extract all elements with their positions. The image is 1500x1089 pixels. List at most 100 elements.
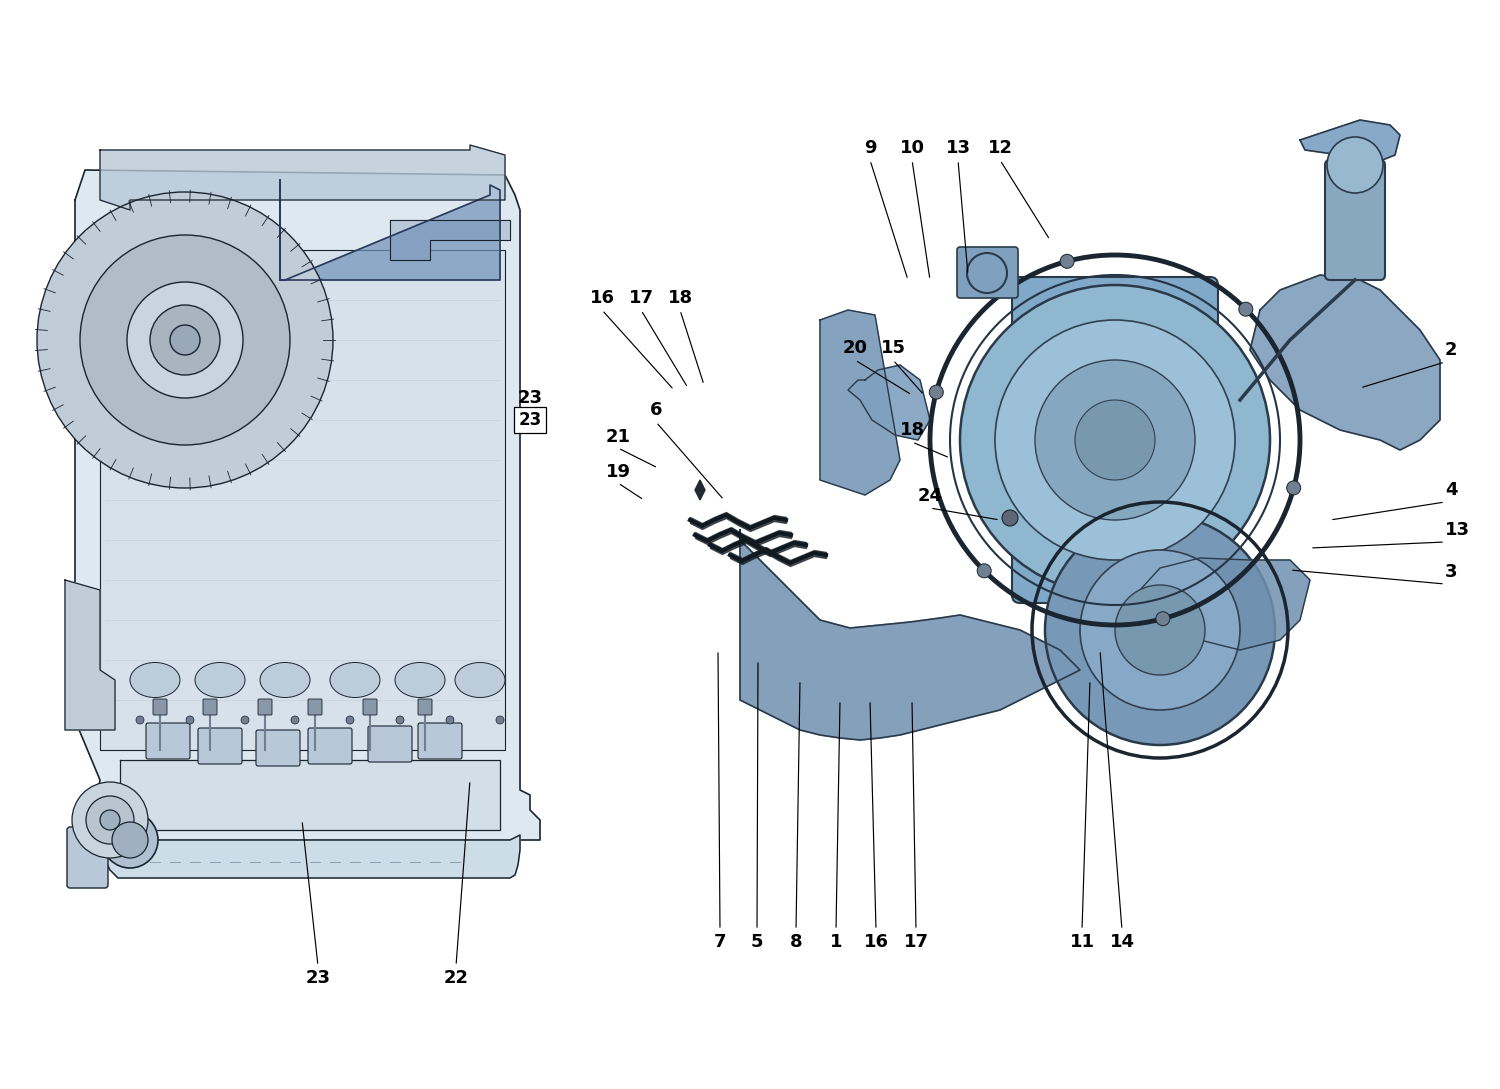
Text: 21: 21 bbox=[606, 428, 630, 446]
Text: 23: 23 bbox=[518, 389, 543, 407]
Circle shape bbox=[1002, 510, 1019, 526]
Polygon shape bbox=[120, 760, 500, 830]
Text: 17: 17 bbox=[903, 933, 928, 951]
Circle shape bbox=[994, 320, 1234, 560]
Text: 18: 18 bbox=[900, 421, 924, 439]
Circle shape bbox=[1239, 302, 1252, 316]
FancyBboxPatch shape bbox=[419, 699, 432, 715]
Polygon shape bbox=[821, 310, 900, 495]
Circle shape bbox=[496, 715, 504, 724]
Circle shape bbox=[1035, 360, 1196, 521]
Polygon shape bbox=[390, 220, 510, 260]
Text: 18: 18 bbox=[668, 289, 693, 307]
FancyBboxPatch shape bbox=[198, 729, 242, 764]
Text: 9: 9 bbox=[864, 139, 876, 157]
Polygon shape bbox=[100, 250, 506, 750]
Polygon shape bbox=[694, 480, 705, 500]
Text: 23: 23 bbox=[306, 969, 330, 987]
FancyBboxPatch shape bbox=[153, 699, 166, 715]
Ellipse shape bbox=[454, 662, 506, 697]
Circle shape bbox=[930, 386, 944, 399]
Circle shape bbox=[86, 796, 134, 844]
FancyBboxPatch shape bbox=[68, 827, 108, 888]
Circle shape bbox=[1080, 550, 1240, 710]
Text: 10: 10 bbox=[900, 139, 924, 157]
Ellipse shape bbox=[260, 662, 310, 697]
Text: 6: 6 bbox=[650, 401, 663, 419]
FancyBboxPatch shape bbox=[308, 699, 322, 715]
Text: 12: 12 bbox=[987, 139, 1012, 157]
Circle shape bbox=[346, 715, 354, 724]
Text: 15: 15 bbox=[880, 339, 906, 357]
Polygon shape bbox=[75, 170, 540, 840]
FancyBboxPatch shape bbox=[256, 730, 300, 766]
Text: 1: 1 bbox=[830, 933, 843, 951]
Circle shape bbox=[128, 282, 243, 397]
FancyBboxPatch shape bbox=[308, 729, 352, 764]
FancyBboxPatch shape bbox=[1013, 277, 1218, 603]
Text: 8: 8 bbox=[789, 933, 802, 951]
Text: 13: 13 bbox=[1444, 521, 1470, 539]
Circle shape bbox=[1114, 585, 1204, 675]
Text: 4: 4 bbox=[1444, 481, 1458, 499]
Circle shape bbox=[102, 812, 158, 868]
Text: 17: 17 bbox=[628, 289, 654, 307]
FancyBboxPatch shape bbox=[957, 247, 1018, 298]
Polygon shape bbox=[1300, 120, 1400, 166]
FancyBboxPatch shape bbox=[258, 699, 272, 715]
Circle shape bbox=[976, 564, 992, 578]
Ellipse shape bbox=[130, 662, 180, 697]
Text: 11: 11 bbox=[1070, 933, 1095, 951]
Ellipse shape bbox=[394, 662, 445, 697]
Circle shape bbox=[1060, 255, 1074, 268]
Polygon shape bbox=[847, 365, 930, 440]
Circle shape bbox=[38, 192, 333, 488]
Circle shape bbox=[446, 715, 454, 724]
FancyBboxPatch shape bbox=[368, 726, 413, 762]
Circle shape bbox=[186, 715, 194, 724]
Polygon shape bbox=[100, 145, 506, 210]
Text: 14: 14 bbox=[1110, 933, 1134, 951]
Text: 16: 16 bbox=[864, 933, 888, 951]
Circle shape bbox=[100, 810, 120, 830]
Ellipse shape bbox=[330, 662, 380, 697]
FancyBboxPatch shape bbox=[419, 723, 462, 759]
Circle shape bbox=[150, 305, 220, 375]
FancyBboxPatch shape bbox=[363, 699, 376, 715]
Circle shape bbox=[960, 285, 1270, 595]
Text: 3: 3 bbox=[1444, 563, 1458, 582]
Circle shape bbox=[396, 715, 404, 724]
Polygon shape bbox=[1250, 276, 1440, 450]
Circle shape bbox=[1156, 612, 1170, 626]
Circle shape bbox=[136, 715, 144, 724]
Text: 7: 7 bbox=[714, 933, 726, 951]
Text: 23: 23 bbox=[519, 411, 542, 429]
Ellipse shape bbox=[195, 662, 244, 697]
Circle shape bbox=[1076, 400, 1155, 480]
Circle shape bbox=[1328, 137, 1383, 193]
Text: 22: 22 bbox=[444, 969, 468, 987]
Circle shape bbox=[1287, 481, 1300, 494]
Circle shape bbox=[112, 822, 148, 858]
Text: 20: 20 bbox=[843, 339, 867, 357]
FancyBboxPatch shape bbox=[202, 699, 217, 715]
Circle shape bbox=[242, 715, 249, 724]
Circle shape bbox=[72, 782, 148, 858]
FancyBboxPatch shape bbox=[146, 723, 190, 759]
Polygon shape bbox=[280, 180, 500, 280]
Text: 13: 13 bbox=[945, 139, 970, 157]
Polygon shape bbox=[64, 580, 116, 730]
Polygon shape bbox=[105, 835, 520, 878]
Text: 5: 5 bbox=[750, 933, 764, 951]
Circle shape bbox=[1046, 515, 1275, 745]
Circle shape bbox=[80, 235, 290, 445]
Text: 16: 16 bbox=[590, 289, 615, 307]
Circle shape bbox=[170, 325, 200, 355]
Text: 2: 2 bbox=[1444, 341, 1458, 359]
Polygon shape bbox=[1140, 558, 1310, 650]
Text: 19: 19 bbox=[606, 463, 630, 481]
Circle shape bbox=[291, 715, 298, 724]
Polygon shape bbox=[740, 530, 1080, 741]
FancyBboxPatch shape bbox=[1324, 160, 1384, 280]
Text: 24: 24 bbox=[918, 487, 942, 505]
